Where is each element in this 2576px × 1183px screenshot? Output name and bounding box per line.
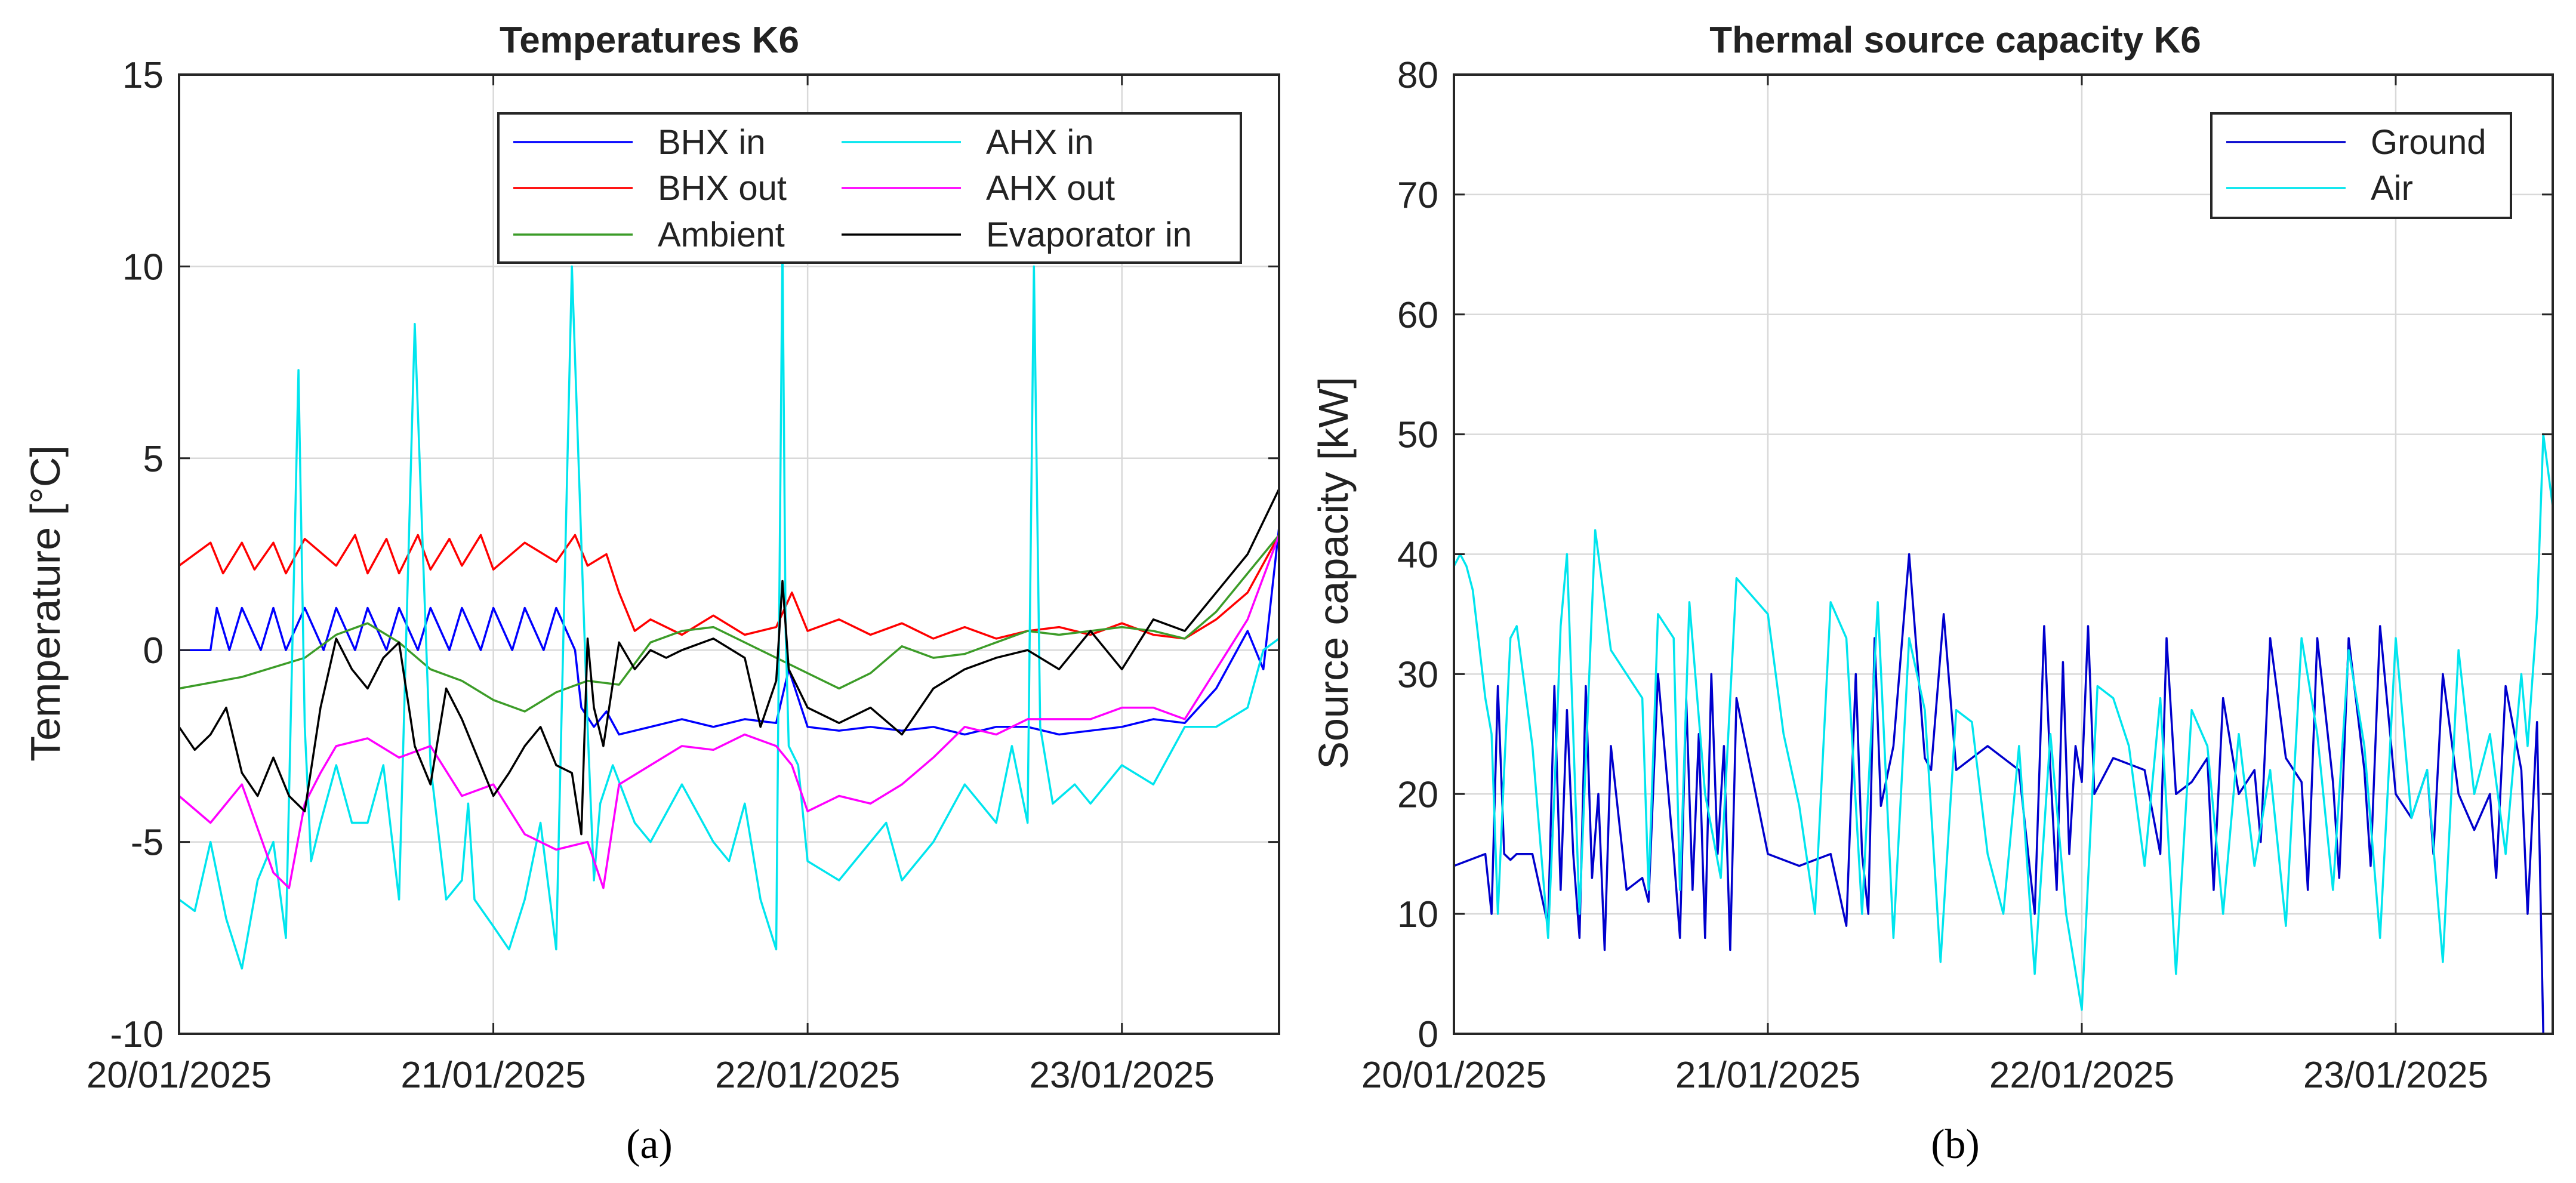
series-line-evaporator-in bbox=[178, 488, 1280, 836]
y-tick-label: 80 bbox=[1397, 55, 1438, 96]
y-tick-label: 15 bbox=[122, 55, 164, 96]
y-tick-label: 60 bbox=[1397, 295, 1438, 336]
series-lines bbox=[1453, 433, 2554, 1035]
y-axis-label: Temperature [°C] bbox=[22, 445, 69, 762]
x-tick-label: 23/01/2025 bbox=[2303, 1055, 2488, 1096]
series-line-ahx-in bbox=[178, 246, 1280, 970]
panel-label-b: (b) bbox=[1931, 1122, 1980, 1167]
y-tick-label: 70 bbox=[1397, 175, 1438, 216]
series-line-ahx-out bbox=[178, 534, 1280, 889]
x-tick-label: 22/01/2025 bbox=[715, 1055, 900, 1096]
x-axis: 20/01/2025 21/01/2025 22/01/2025 23/01/2025 bbox=[1361, 75, 2488, 1096]
legend-label-evaporator-in: Evaporator in bbox=[986, 215, 1192, 254]
legend: BHX in BHX out Ambient AHX in AHX out Ev… bbox=[497, 112, 1242, 264]
y-axis: 0 10 20 30 40 50 60 70 80 bbox=[1397, 55, 2553, 1055]
legend-box bbox=[2210, 112, 2512, 219]
chart-title: Thermal source capacity K6 bbox=[1709, 20, 2201, 61]
x-tick-label: 20/01/2025 bbox=[1361, 1055, 1546, 1096]
legend-label-air: Air bbox=[2371, 169, 2413, 208]
series-line-ground bbox=[1453, 553, 2553, 1035]
chart-title: Temperatures K6 bbox=[500, 20, 799, 61]
legend-label-ahx-out: AHX out bbox=[986, 169, 1115, 208]
series-line-bhx-out bbox=[178, 534, 1280, 640]
panel-label-a: (a) bbox=[626, 1122, 673, 1167]
series-line-air bbox=[1453, 433, 2554, 1011]
x-tick-label: 21/01/2025 bbox=[400, 1055, 586, 1096]
y-tick-label: 30 bbox=[1397, 654, 1438, 695]
legend-label-bhx-out: BHX out bbox=[658, 169, 787, 208]
y-tick-label: 0 bbox=[1418, 1014, 1438, 1055]
y-tick-label: -5 bbox=[131, 822, 164, 864]
legend-label-ambient: Ambient bbox=[658, 215, 785, 254]
series-line-bhx-in bbox=[179, 527, 1280, 736]
y-tick-label: 50 bbox=[1397, 415, 1438, 456]
series-lines bbox=[178, 246, 1280, 970]
plot-area-frame bbox=[178, 73, 1280, 1035]
x-tick-label: 23/01/2025 bbox=[1030, 1055, 1215, 1096]
y-axis-label: Source capacity [kW] bbox=[1310, 377, 1357, 769]
legend-label-bhx-in: BHX in bbox=[658, 123, 766, 162]
series-line-ambient bbox=[178, 534, 1280, 713]
legend-label-ahx-in: AHX in bbox=[986, 123, 1094, 162]
y-tick-label: 10 bbox=[1397, 894, 1438, 935]
y-tick-label: 5 bbox=[143, 439, 164, 480]
y-tick-label: 0 bbox=[143, 630, 164, 671]
y-tick-label: -10 bbox=[110, 1014, 164, 1055]
legend: Ground Air bbox=[2210, 112, 2512, 219]
y-axis: -10 -5 0 5 10 15 bbox=[110, 55, 1279, 1055]
x-tick-label: 20/01/2025 bbox=[87, 1055, 272, 1096]
temperature-chart: Temperatures K6 Temperature [°C] -10 -5 0 5… bbox=[22, 20, 1280, 1167]
legend-label-ground: Ground bbox=[2371, 123, 2486, 162]
y-tick-label: 10 bbox=[122, 247, 164, 288]
x-tick-label: 21/01/2025 bbox=[1675, 1055, 1860, 1096]
y-tick-label: 20 bbox=[1397, 774, 1438, 815]
source-capacity-chart: Thermal source capacity K6 Source capaci… bbox=[1310, 20, 2554, 1167]
x-axis: 20/01/2025 21/01/2025 22/01/2025 23/01/2025 bbox=[87, 75, 1215, 1096]
y-tick-label: 40 bbox=[1397, 535, 1438, 576]
x-tick-label: 22/01/2025 bbox=[1989, 1055, 2174, 1096]
